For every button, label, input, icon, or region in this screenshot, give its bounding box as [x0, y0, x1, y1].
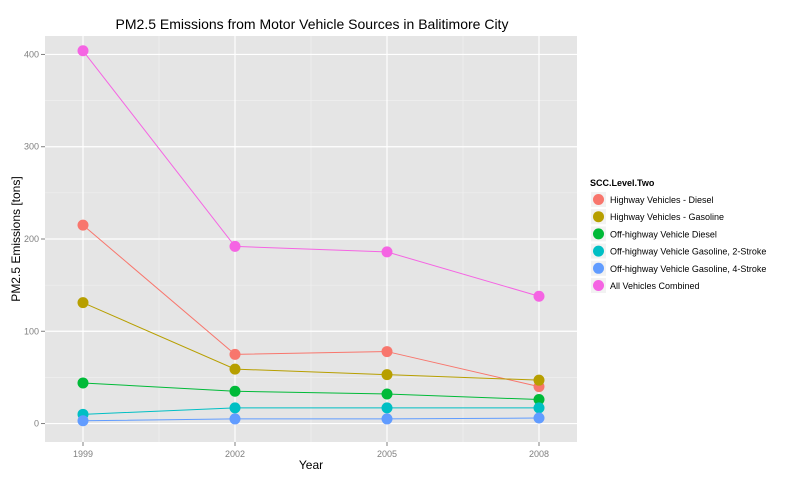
series-layer	[77, 45, 545, 427]
series-line	[82, 382, 540, 401]
data-point	[229, 363, 241, 375]
x-tick-label: 2005	[377, 449, 397, 459]
series-0	[77, 219, 545, 393]
data-point	[229, 413, 241, 425]
y-axis-ticks: 0 100 200 300 400	[24, 49, 45, 429]
legend-item: Off-highway Vehicle Diesel	[591, 226, 717, 242]
data-point	[229, 385, 241, 397]
data-point	[77, 377, 89, 389]
series-2	[77, 377, 545, 406]
data-point	[381, 369, 393, 381]
data-point	[381, 388, 393, 400]
series-line	[82, 302, 540, 381]
series-5	[77, 45, 545, 302]
y-tick-label: 400	[24, 49, 39, 59]
legend-label: All Vehicles Combined	[610, 281, 700, 291]
legend-item: Off-highway Vehicle Gasoline, 2-Stroke	[591, 243, 766, 259]
legend-marker	[593, 262, 604, 274]
x-axis-label: Year	[299, 458, 323, 472]
series-line	[82, 407, 539, 415]
chart-title: PM2.5 Emissions from Motor Vehicle Sourc…	[116, 16, 509, 32]
data-point	[77, 219, 89, 231]
legend-marker	[593, 194, 604, 205]
series-line	[82, 224, 540, 388]
y-axis-label: PM2.5 Emissions [tons]	[9, 176, 23, 301]
data-point	[229, 240, 241, 252]
series-1	[77, 297, 545, 386]
data-point	[533, 394, 545, 406]
x-tick-label: 1999	[73, 449, 93, 459]
legend-label: Off-highway Vehicle Diesel	[610, 229, 717, 239]
y-tick-label: 100	[24, 326, 39, 336]
legend-label: Off-highway Vehicle Gasoline, 2-Stroke	[610, 247, 766, 257]
data-point	[229, 348, 241, 360]
series-line	[82, 50, 540, 297]
data-point	[381, 346, 393, 358]
x-tick-label: 2002	[225, 449, 245, 459]
data-point	[77, 415, 89, 427]
legend-item: Highway Vehicles - Diesel	[591, 192, 714, 207]
legend-title: SCC.Level.Two	[590, 178, 655, 188]
legend-marker	[593, 245, 604, 257]
x-tick-label: 2008	[529, 449, 549, 459]
y-tick-label: 0	[34, 419, 39, 429]
legend-marker	[593, 228, 604, 240]
legend-marker	[593, 211, 604, 223]
legend-label: Off-highway Vehicle Gasoline, 4-Stroke	[610, 264, 766, 274]
data-point	[533, 290, 545, 302]
series-line	[82, 417, 540, 422]
x-axis-ticks: 1999 2002 2005 2008	[73, 442, 549, 459]
legend-marker	[593, 280, 604, 291]
legend-item: Highway Vehicles - Gasoline	[591, 209, 724, 225]
y-tick-label: 300	[24, 142, 39, 152]
data-point	[381, 413, 393, 425]
legend-item: Off-highway Vehicle Gasoline, 4-Stroke	[591, 260, 766, 276]
data-point	[77, 297, 89, 309]
legend-item: All Vehicles Combined	[591, 278, 700, 293]
data-point	[381, 246, 393, 258]
series-4	[77, 412, 545, 427]
legend-label: Highway Vehicles - Diesel	[610, 195, 714, 205]
legend: SCC.Level.Two Highway Vehicles - Diesel H…	[590, 178, 766, 293]
data-point	[381, 402, 393, 414]
data-point	[533, 402, 545, 414]
grid-major	[45, 36, 577, 442]
y-tick-label: 200	[24, 234, 39, 244]
data-point	[533, 412, 545, 424]
data-point	[229, 402, 241, 414]
legend-label: Highway Vehicles - Gasoline	[610, 212, 724, 222]
data-point	[533, 374, 545, 386]
data-point	[77, 45, 89, 57]
